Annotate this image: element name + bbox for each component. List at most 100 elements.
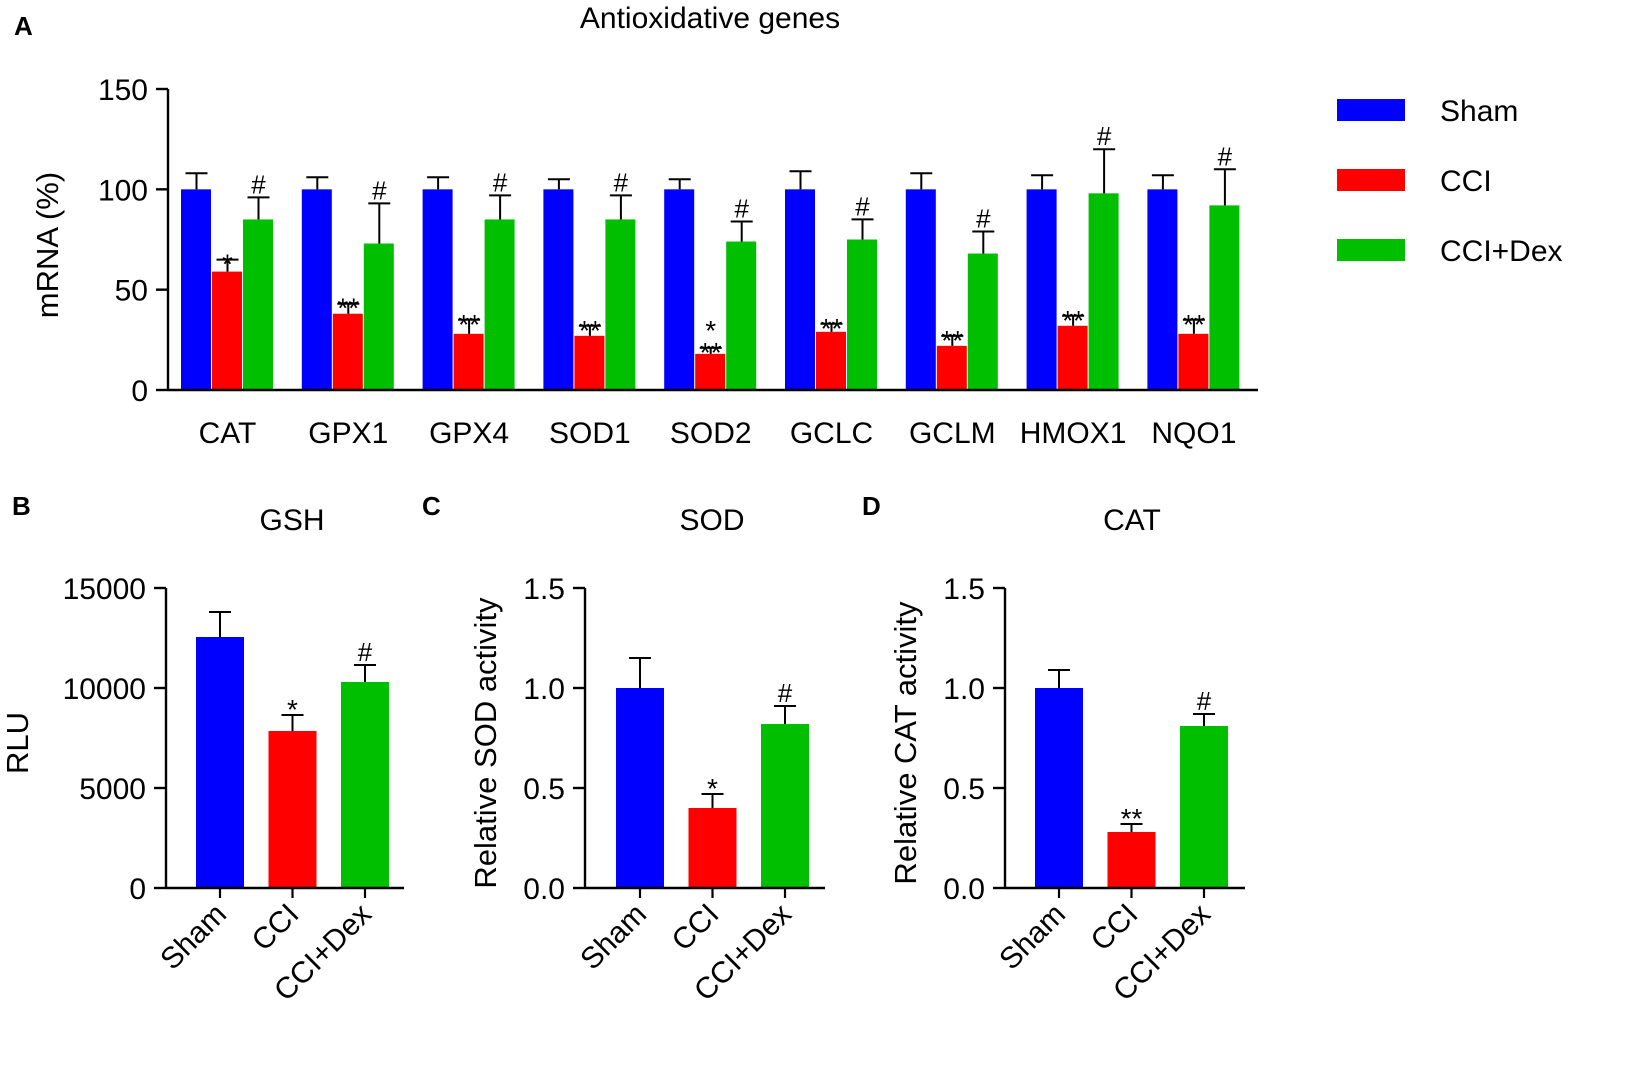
x-tick-label-gclc: GCLC: [790, 417, 873, 450]
bar-gclc-cci-dex: [847, 239, 877, 390]
bar-gpx4-cci: [453, 333, 484, 390]
significance-mark: **: [337, 293, 359, 324]
significance-mark: #: [1218, 141, 1233, 171]
bar-b-cci: [268, 731, 317, 888]
bar-sod1-cci-dex: [605, 219, 636, 390]
chart-d-title: CAT: [1103, 504, 1161, 537]
y-tick-label: 15000: [63, 573, 146, 606]
x-tick-label-cci: CCI: [246, 898, 306, 958]
panel-label-c: C: [422, 491, 441, 521]
bar-b-sham: [196, 637, 244, 888]
bar-hmox1-sham: [1026, 189, 1057, 390]
significance-mark: **: [1062, 305, 1084, 336]
bar-gclm-cci-dex: [967, 253, 998, 390]
bar-gclm-cci: [936, 345, 967, 390]
y-tick-label: 5000: [79, 773, 146, 806]
significance-mark: **: [941, 325, 963, 356]
significance-mark: **: [1121, 803, 1143, 834]
y-tick-label: 0: [129, 873, 146, 906]
bar-sod2-cci: [695, 353, 726, 390]
significance-mark: *: [222, 249, 233, 280]
significance-mark: **: [1183, 309, 1205, 340]
y-tick-label: 0.0: [523, 873, 565, 906]
chart-a-y-title: mRNA (%): [30, 172, 65, 318]
x-tick-label-sod2: SOD2: [670, 417, 752, 450]
y-tick-label: 1.5: [943, 573, 985, 606]
significance-mark: #: [1197, 686, 1212, 716]
y-tick-label: 1.0: [943, 673, 985, 706]
bar-nqo1-sham: [1147, 189, 1178, 390]
bar-c-cci-dex: [761, 724, 809, 888]
significance-mark: *: [705, 315, 716, 346]
significance-mark: #: [372, 175, 387, 205]
y-tick-label: 0: [131, 375, 148, 408]
x-tick-label-gclm: GCLM: [909, 417, 996, 450]
significance-mark: #: [1097, 121, 1112, 151]
significance-mark: **: [700, 337, 722, 368]
x-tick-label-sham: Sham: [574, 898, 653, 977]
bar-gpx1-sham: [301, 189, 332, 390]
bar-gpx4-cci-dex: [484, 219, 515, 390]
bar-b-cci-dex: [341, 682, 389, 888]
bar-sod1-sham: [543, 189, 574, 390]
bar-nqo1-cci: [1178, 333, 1209, 390]
chart-b-y-title: RLU: [0, 712, 35, 774]
bar-sod1-cci: [574, 335, 605, 390]
y-tick-label: 50: [115, 275, 148, 308]
significance-mark: **: [458, 309, 480, 340]
y-tick-label: 150: [98, 74, 148, 107]
x-tick-label-cat: CAT: [199, 417, 257, 450]
significance-mark: **: [821, 313, 843, 344]
x-tick-label-sham: Sham: [993, 898, 1072, 977]
x-tick-label-sod1: SOD1: [549, 417, 631, 450]
y-tick-label: 0.5: [943, 773, 985, 806]
bar-gclc-cci: [816, 331, 846, 390]
legend-label-sham: Sham: [1440, 95, 1518, 128]
y-tick-label: 1.0: [523, 673, 565, 706]
bar-c-cci: [688, 808, 737, 888]
bar-cat-cci-dex: [243, 219, 273, 390]
bar-d-cci-dex: [1180, 726, 1228, 888]
significance-mark: #: [251, 169, 266, 199]
bar-gpx4-sham: [422, 189, 453, 390]
x-tick-label-nqo1: NQO1: [1151, 417, 1236, 450]
chart-b-title: GSH: [259, 504, 324, 537]
bar-hmox1-cci-dex: [1088, 193, 1119, 390]
bar-sod2-sham: [664, 189, 695, 390]
bar-gpx1-cci-dex: [363, 243, 394, 390]
x-tick-label-cci: CCI: [1085, 898, 1145, 958]
x-tick-label-hmox1: HMOX1: [1020, 417, 1127, 450]
significance-mark: #: [493, 167, 508, 197]
significance-mark: **: [579, 315, 601, 346]
chart-a-title: Antioxidative genes: [580, 2, 840, 35]
legend-swatch-cci-dex: [1337, 239, 1405, 261]
y-tick-label: 0.0: [943, 873, 985, 906]
y-tick-label: 1.5: [523, 573, 565, 606]
bar-cat-sham: [181, 189, 211, 390]
bar-nqo1-cci-dex: [1209, 205, 1240, 390]
significance-mark: #: [976, 203, 991, 233]
bar-hmox1-cci: [1057, 325, 1088, 390]
x-tick-label-cci: CCI: [666, 898, 726, 958]
bar-d-cci: [1107, 832, 1156, 888]
bar-gpx1-cci: [332, 313, 363, 390]
significance-mark: #: [778, 678, 793, 708]
panel-label-a: A: [14, 11, 33, 41]
bar-c-sham: [616, 688, 664, 888]
significance-mark: *: [287, 694, 298, 725]
chart-c-y-title: Relative SOD activity: [468, 597, 503, 889]
x-tick-label-sham: Sham: [154, 898, 233, 977]
legend-swatch-sham: [1337, 99, 1405, 121]
x-tick-label-gpx1: GPX1: [308, 417, 388, 450]
significance-mark: #: [358, 637, 373, 667]
panel-label-b: B: [12, 491, 31, 521]
bar-gclc-sham: [785, 189, 815, 390]
chart-c-title: SOD: [679, 504, 744, 537]
legend-label-cci-dex: CCI+Dex: [1440, 235, 1563, 268]
bar-sod2-cci-dex: [726, 241, 757, 390]
significance-mark: #: [734, 193, 749, 223]
chart-d-y-title: Relative CAT activity: [888, 601, 923, 885]
x-tick-label-gpx4: GPX4: [429, 417, 509, 450]
legend-label-cci: CCI: [1440, 165, 1492, 198]
